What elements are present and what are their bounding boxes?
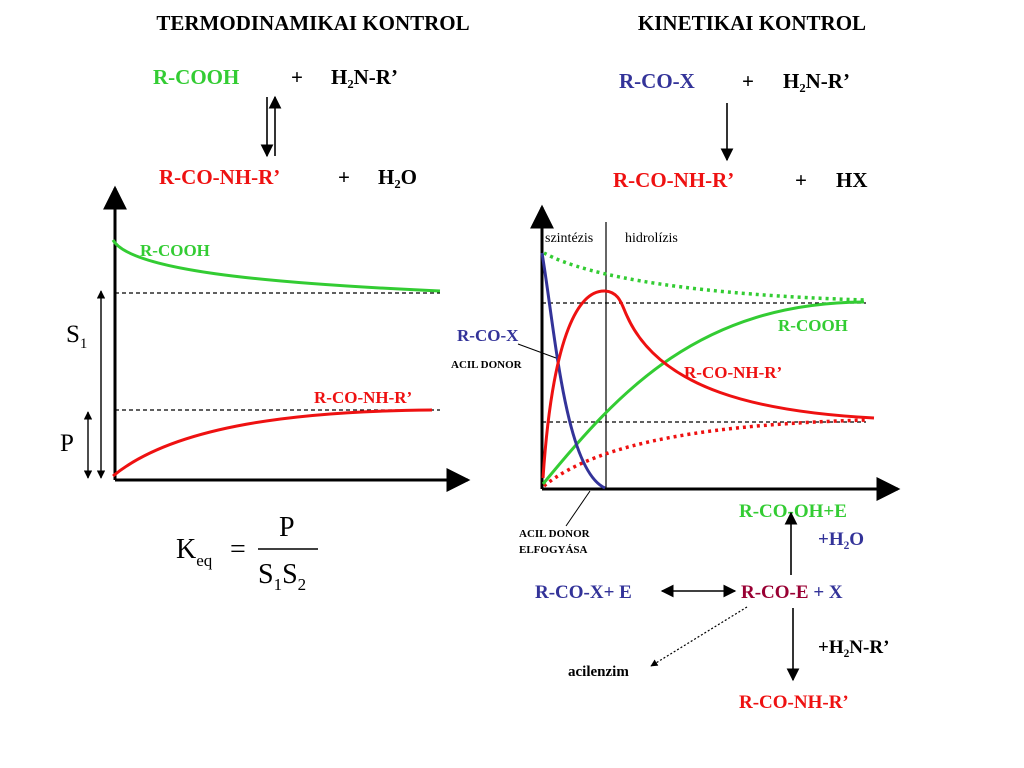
left-plus-1: +	[291, 65, 303, 89]
acyl-donor-curve	[540, 252, 606, 490]
left-curve-acid-label: R-COOH	[140, 241, 210, 260]
right-amine: H₂N-R’	[783, 69, 850, 93]
right-title: KINETIKAI KONTROL	[638, 11, 866, 35]
left-amide-curve	[112, 408, 433, 478]
right-hx: HX	[836, 168, 868, 192]
left-plus-2: +	[338, 165, 350, 189]
left-title: TERMODINAMIKAI KONTROL	[156, 11, 469, 35]
mech-acyl-enzyme: R-CO-E + X	[741, 582, 843, 603]
label-acyl-donor-reagent: R-CO-X	[457, 326, 519, 345]
s1-label: S1	[66, 321, 87, 352]
p-label: P	[60, 430, 74, 457]
mech-hydrolysis-product: R-CO-OH+E	[739, 501, 847, 522]
left-reactant-acid: R-COOH	[153, 65, 239, 89]
right-product-amide: R-CO-NH-R’	[613, 168, 734, 192]
amide-solid-curve	[541, 289, 875, 479]
acyl-donor-pointer	[517, 343, 557, 359]
phase-synthesis-label: szintézis	[545, 231, 593, 246]
label-right-acid: R-COOH	[778, 316, 848, 335]
left-acid-curve	[111, 239, 441, 293]
donor-consumed-line2: ELFOGYÁSA	[519, 544, 588, 556]
label-acyl-donor: ACIL DONOR	[451, 359, 523, 371]
right-plus-1: +	[742, 69, 754, 93]
left-amine: H₂N-R’	[331, 65, 398, 89]
left-water: H₂O	[378, 165, 417, 189]
acid-solid-curve	[541, 300, 865, 485]
mech-amine: +H₂N-R’	[818, 637, 889, 658]
mech-amide-product: R-CO-NH-R’	[739, 692, 849, 713]
phase-hydrolysis-label: hidrolízis	[625, 231, 678, 246]
donor-consumed-line1: ACIL DONOR	[519, 528, 591, 540]
mech-acyl-donor-enzyme: R-CO-X+ E	[535, 582, 632, 603]
left-curve-amide-label: R-CO-NH-R’	[314, 388, 412, 407]
acid-dotted-curve	[543, 251, 867, 302]
keq-numerator: P	[279, 512, 295, 543]
label-right-amide: R-CO-NH-R’	[684, 363, 782, 382]
keq-denominator: S1S2	[258, 559, 306, 594]
mech-acylenzyme-pointer	[650, 606, 748, 667]
mech-water: +H₂O	[818, 529, 864, 550]
mech-acylenzyme-label: acilenzim	[568, 664, 629, 680]
right-reactant-acyl-donor: R-CO-X	[619, 69, 695, 93]
keq-equals: =	[230, 534, 246, 565]
left-product-amide: R-CO-NH-R’	[159, 165, 280, 189]
amide-dotted-curve	[542, 418, 869, 488]
right-plus-2: +	[795, 168, 807, 192]
keq-symbol: Keq	[176, 534, 213, 570]
donor-consumed-pointer	[565, 490, 591, 527]
